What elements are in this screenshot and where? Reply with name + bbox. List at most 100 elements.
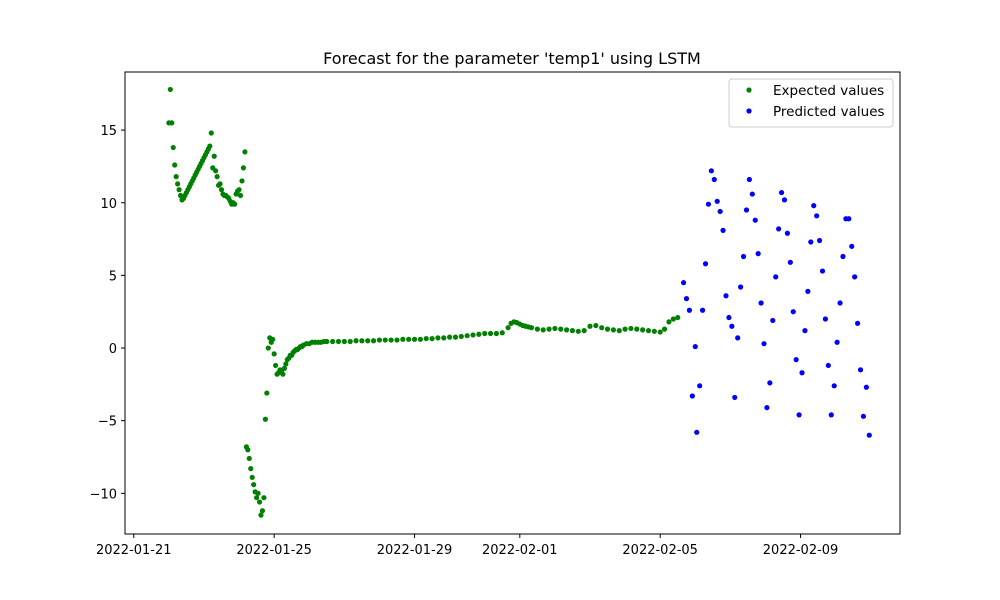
legend-marker-predicted <box>746 108 752 114</box>
data-point <box>470 332 476 338</box>
data-point <box>169 120 175 126</box>
data-point <box>242 149 248 155</box>
data-point <box>784 230 791 236</box>
series-predicted <box>680 168 872 438</box>
data-point <box>382 337 388 343</box>
legend-label-expected: Expected values <box>773 83 884 99</box>
data-point <box>723 293 729 299</box>
data-point <box>770 317 776 324</box>
data-point <box>819 268 826 274</box>
data-point <box>417 336 423 342</box>
data-point <box>458 333 464 340</box>
data-point <box>540 327 546 333</box>
data-point <box>552 325 558 332</box>
data-point <box>732 394 738 401</box>
data-point <box>825 362 831 369</box>
data-point <box>726 314 732 321</box>
data-point <box>353 338 359 344</box>
data-point <box>170 144 176 151</box>
x-tick-label: 2022-02-01 <box>482 543 558 558</box>
data-point <box>264 390 270 396</box>
data-point <box>686 307 693 313</box>
data-point <box>569 328 576 334</box>
x-tick-label: 2022-01-29 <box>377 543 453 558</box>
data-point <box>840 253 846 260</box>
data-point <box>270 336 276 342</box>
series-expected <box>166 86 681 518</box>
data-point <box>743 207 750 213</box>
chart-title: Forecast for the parameter 'temp1' using… <box>323 49 701 68</box>
data-point <box>341 338 347 345</box>
x-axis: 2022-01-21 2022-01-25 2022-01-29 2022-02-01… <box>96 534 838 558</box>
data-point <box>831 383 837 389</box>
data-point <box>670 316 676 322</box>
legend: Expected values Predicted values <box>728 78 894 128</box>
data-point <box>214 174 220 180</box>
data-point <box>167 86 173 93</box>
data-point <box>808 239 814 245</box>
data-point <box>324 338 330 345</box>
data-point <box>640 327 646 333</box>
data-point <box>505 325 511 331</box>
data-point <box>236 187 242 193</box>
y-tick-label: 5 <box>109 269 117 284</box>
data-point <box>692 343 698 350</box>
data-point <box>447 334 453 340</box>
data-point <box>860 413 867 419</box>
data-point <box>790 309 796 315</box>
data-point <box>482 330 488 337</box>
data-point <box>657 329 663 335</box>
data-point <box>249 474 255 480</box>
data-point <box>628 325 634 332</box>
data-point <box>866 432 872 438</box>
data-point <box>863 384 869 390</box>
data-point <box>262 416 268 422</box>
x-tick-label: 2022-02-05 <box>622 543 698 558</box>
data-point <box>689 393 695 399</box>
data-point <box>776 226 782 232</box>
data-point <box>245 447 251 453</box>
data-point <box>778 189 785 196</box>
data-point <box>476 331 482 337</box>
data-point <box>708 168 714 174</box>
y-tick-label: −10 <box>90 487 117 502</box>
data-point <box>610 327 617 333</box>
data-point <box>714 198 720 204</box>
data-point <box>661 326 668 332</box>
legend-label-predicted: Predicted values <box>773 104 885 120</box>
data-point <box>259 508 266 514</box>
data-point <box>546 326 552 332</box>
data-point <box>854 320 861 326</box>
data-point <box>622 326 628 332</box>
data-point <box>720 227 726 233</box>
data-point <box>746 176 752 183</box>
data-point <box>406 336 412 342</box>
data-point <box>604 326 611 332</box>
data-point <box>464 333 470 339</box>
y-tick-label: 10 <box>100 197 117 212</box>
data-point <box>394 337 400 343</box>
data-point <box>651 328 657 334</box>
data-point <box>429 335 435 342</box>
y-tick-label: 15 <box>100 124 117 139</box>
data-point <box>217 181 223 187</box>
data-point <box>814 213 820 219</box>
data-point <box>499 330 505 336</box>
data-point <box>493 330 500 337</box>
data-point <box>335 338 342 345</box>
data-point <box>717 208 723 215</box>
data-point <box>280 371 286 377</box>
data-point <box>811 203 817 209</box>
data-point <box>793 357 799 363</box>
x-tick-label: 2022-01-25 <box>236 543 312 558</box>
data-point <box>699 307 706 313</box>
data-point <box>254 495 260 501</box>
data-point <box>237 192 244 199</box>
data-point <box>852 274 858 280</box>
data-point <box>587 323 593 329</box>
data-point <box>564 327 570 333</box>
data-point <box>711 176 717 183</box>
data-point <box>240 165 247 171</box>
data-point <box>388 337 394 343</box>
